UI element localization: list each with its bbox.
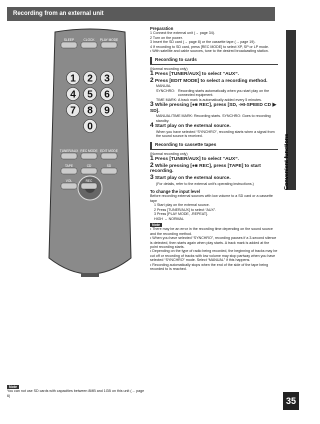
list-item: HIGH ↔ NORMAL [154,216,184,221]
button-label: 3 [104,74,110,85]
button-label: 6 [104,90,110,101]
button-label: 9 [104,106,110,117]
button [60,167,78,175]
text: You can not use SD cards with capacities… [7,389,145,398]
diagram: MANUAL SYNCHRO: Recording starts automati… [150,84,278,102]
button [83,103,97,117]
row: SYNCHRO: Recording starts automatically w… [156,89,278,98]
button-label: 8 [87,106,93,117]
text: MANUAL/TIME MARK: Recording starts. SYNC… [156,114,271,123]
step: 4 Start play on the external source. [150,122,231,130]
button-label: 4 [70,90,76,101]
list-item: 3 Insert the SD card (→ page 8) or the c… [150,40,256,45]
step: 2 Press [EDIT MODE] to select a recordin… [150,76,268,84]
text: Press [EDIT MODE] to select a recording … [154,78,268,84]
step: 3 While pressing [●■ REC], press [SD, -H… [150,101,277,114]
button-label: REC MODE [80,149,97,153]
section-title: Recording to cassette tapes [150,142,278,150]
button [80,182,98,190]
button-label: SD [107,164,112,168]
button-label: 7 [70,106,76,117]
button [80,152,98,160]
label: SYNCHRO: [156,88,175,93]
text: (For details, refer to the external unit… [156,181,254,186]
text: Start play on the external source. [154,176,231,182]
button-label: 0 [87,122,93,133]
side-tab-bar [286,30,296,190]
button-label: 2 [87,74,93,85]
button [80,41,98,49]
step: 1 Press [TUNER/AUX] to select “AUX”. [150,70,239,78]
button-label: TAPE [65,164,73,168]
button-label: EDIT MODE [100,149,118,153]
button [60,182,78,190]
button [83,87,97,101]
button-label: PLAY MODE [100,38,118,42]
label: MANUAL [156,84,171,89]
text: Start play on the external source. [154,124,231,130]
button [60,41,78,49]
text: Press [TUNER/AUX] to select “AUX”. [154,72,239,78]
text: When you have selected “SYNCHRO”, record… [156,129,275,139]
note-title: Note [7,385,19,390]
button [60,152,78,160]
list-item: 1 Connect the external unit (→ page 34). [150,31,215,36]
text: Before recording external sources with l… [150,194,273,203]
list-item: 1 Start play on the external source. [154,203,210,208]
list-item: • There may be an error in the recording… [150,227,273,236]
button [100,87,114,101]
button [83,119,97,133]
button-label: CLOCK [84,38,96,42]
instructions: Preparation 1 Connect the external unit … [150,26,278,271]
list-item: • With satellite and cable sources, tune… [150,49,269,54]
heading: Preparation [150,26,174,31]
list-item: 3 Press [PLAY MODE, -REPEAT]. [154,212,209,217]
step: 3 Start play on the external source. [150,174,231,182]
row: TIME MARK: A track mark is automatically … [156,98,278,102]
button [100,71,114,85]
text: (Normal recording only) [150,151,188,156]
list-item: 4 If recording to SD card, press [REC MO… [150,44,270,49]
list-item: 2 Turn on the power. [150,35,183,40]
page-number: 35 [283,392,299,410]
button-label: VOL [66,179,73,183]
text: While pressing [●■ REC], press [TAPE] to… [150,163,261,175]
list-item: • When you have selected “SYNCHRO”, reco… [150,236,277,249]
list-item: 2 Press [TUNER/AUX] to select “AUX”. [154,207,217,212]
header-title: Recording from an external unit [7,7,275,21]
text: Press [TUNER/AUX] to select “AUX”. [154,157,239,163]
side-tab: Convenient functions [284,133,290,190]
heading: To change the input level [150,189,200,195]
button [100,152,118,160]
text: (Normal recording only) [150,66,188,71]
button [100,167,118,175]
step: 2 While pressing [●■ REC], press [TAPE] … [150,161,261,175]
button-label: CD [87,164,92,168]
note-title: Note [150,222,162,228]
step: 1 Press [TUNER/AUX] to select “AUX”. [150,155,239,163]
note: Note You can not use SD cards with capac… [7,383,145,398]
button-label: 1 [70,74,76,85]
button-label: TUNER/AUX [60,149,79,153]
text: While pressing [●■ REC], press [SD, -HI-… [150,103,277,114]
button-label: SLEEP [64,38,74,42]
button [66,71,80,85]
list-item: • Recording automatically stops when the… [150,262,269,271]
button [66,103,80,117]
button-label: REC [86,179,93,183]
list-item: • Depending on the type of radio being r… [150,249,278,263]
label: TIME MARK: [156,97,177,102]
section-title: Recording to cards [150,57,278,65]
button [100,41,118,49]
button [66,87,80,101]
text: Recording starts automatically when you … [178,88,270,98]
button [83,71,97,85]
button-label: 5 [87,90,93,101]
button [100,103,114,117]
text: A track mark is automatically added ever… [178,97,262,102]
button [80,167,98,175]
